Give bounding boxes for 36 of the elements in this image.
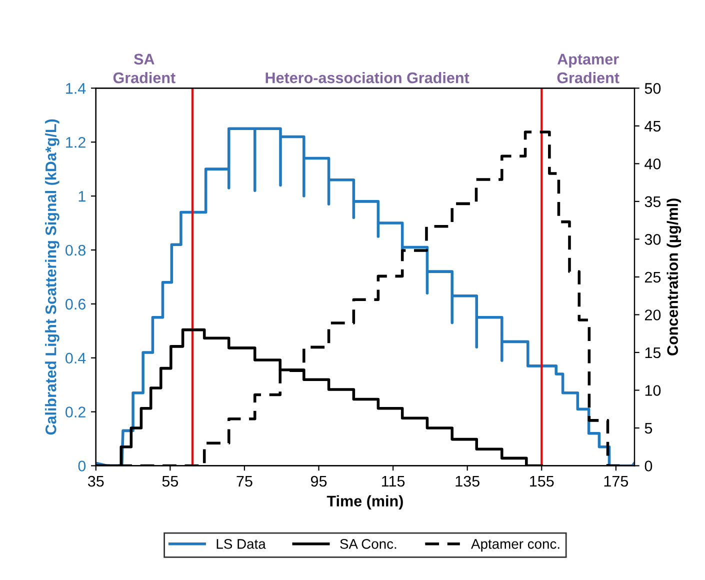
y2-tick-label: 45 (644, 120, 661, 132)
y-tick-label: 0.8 (66, 244, 86, 256)
x-tick-label: 115 (382, 476, 405, 487)
y-tick-label: 0 (78, 460, 86, 472)
y-tick-label: 0.6 (66, 298, 86, 310)
y2-tick-label: 30 (644, 234, 661, 245)
x-tick-label: 95 (310, 476, 327, 487)
legend-label: LS Data (216, 539, 266, 549)
text: Aptamer Gradient (557, 54, 620, 84)
y-tick-label: 1.4 (66, 83, 86, 94)
y2-tick-label: 15 (645, 347, 661, 358)
y2-tick-label: 0 (644, 460, 652, 472)
legend-label: Aptamer conc. (471, 539, 560, 552)
x-tick-label: 155 (530, 476, 554, 487)
x-tick-label: 175 (604, 476, 628, 487)
y-tick-label: 0.2 (66, 406, 86, 418)
y2-tick-label: 10 (645, 385, 661, 396)
y2-tick-label: 5 (644, 423, 652, 434)
y2-axis-title: Concentration (µg/ml) (666, 198, 682, 356)
y2-tick-label: 50 (644, 83, 661, 94)
y2-tick-label: 20 (644, 310, 661, 320)
x-tick-label: 135 (456, 476, 480, 487)
y-axis-title: Calibrated Light Scattering Signal (kDa*g/L) (45, 119, 60, 435)
x-tick-label: 55 (162, 476, 178, 487)
x-tick-label: 75 (236, 476, 252, 487)
x-tick-label: 35 (88, 476, 104, 487)
y-tick-label: 0.4 (66, 352, 86, 364)
legend-label: SA Conc. (340, 539, 396, 549)
y2-tick-label: 25 (644, 272, 661, 283)
y2-tick-label: 40 (644, 158, 661, 170)
text: SA Gradient (113, 54, 176, 84)
y2-tick-label: 35 (644, 196, 661, 208)
y-tick-label: 1 (78, 191, 86, 202)
y-tick-label: 1.2 (66, 136, 86, 148)
x-axis-title: Time (min) (326, 495, 403, 510)
text: Hetero-association Gradient (266, 72, 470, 84)
